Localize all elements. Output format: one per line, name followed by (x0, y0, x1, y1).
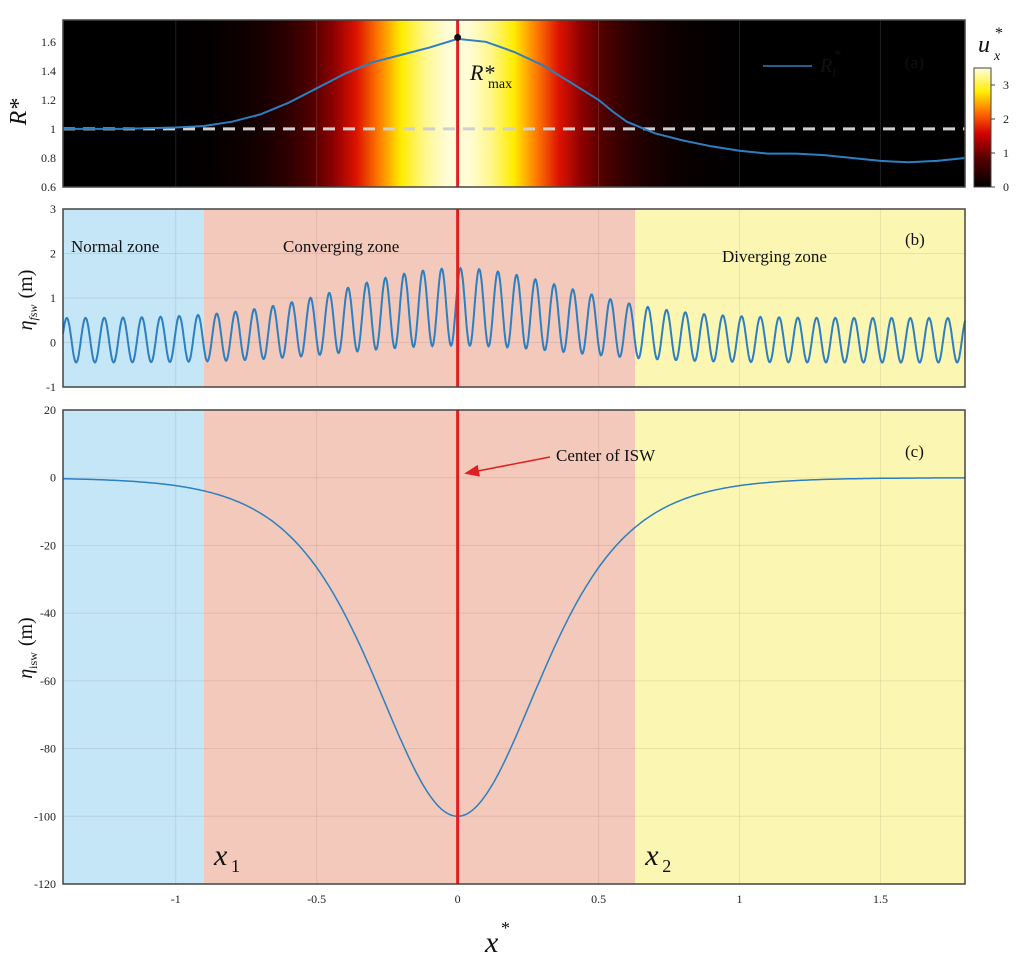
panel-a-frame (62, 19, 966, 188)
panel-b-yticks: -1 0 1 2 3 (46, 202, 56, 394)
max-marker (454, 33, 462, 41)
colorbar-tick-label: 3 (1003, 78, 1009, 92)
zone-band (203, 410, 636, 884)
panel-c-ylabel: ηisw(m) (15, 617, 40, 678)
xtick-label: -1 (171, 892, 181, 906)
zone-label-converging: Converging zone (283, 237, 399, 256)
panel-c-yticks: -120 -100 -80 -60 -40 -20 0 20 (34, 403, 56, 891)
zone-boundary-label-sub: 2 (662, 856, 671, 876)
zone-boundary-label: x (644, 839, 659, 872)
panel-a-label: (a) (905, 53, 924, 72)
zone-boundary-label: x (213, 839, 228, 872)
center-annotation: Center of ISW (556, 446, 656, 465)
ytick-label: -20 (40, 538, 56, 552)
ytick-label: 0 (50, 336, 56, 350)
ytick-label: 1.2 (41, 93, 56, 107)
x-axis-label: x (484, 926, 499, 959)
zone-band (635, 209, 965, 387)
panel-b-frame (62, 208, 966, 388)
ytick-label: 0 (50, 471, 56, 485)
colorbar: 0 1 2 3 u x * (973, 25, 1009, 194)
ytick-label: 1 (50, 122, 56, 136)
xtick-label: 0 (455, 892, 461, 906)
legend: Rl* (763, 48, 841, 80)
max-label: R* (469, 60, 494, 85)
panel-a-yticks: 0.6 0.8 1 1.2 1.4 1.6 (41, 35, 56, 194)
zone-band (63, 410, 204, 884)
series-line-isw (62, 477, 966, 818)
zone-label-normal: Normal zone (71, 237, 159, 256)
ytick-label: 1 (50, 291, 56, 305)
panel-a-ylabel: R* (6, 99, 32, 127)
xtick-label: 0.5 (591, 892, 606, 906)
colorbar-tick-label: 0 (1003, 180, 1009, 194)
xtick-label: 1 (737, 892, 743, 906)
series-line-rl (63, 37, 966, 164)
ytick-label: 1.4 (41, 64, 56, 78)
panel-b-zones (63, 209, 965, 387)
ytick-label: -60 (40, 674, 56, 688)
ytick-label: -80 (40, 742, 56, 756)
panel-b: -1 0 1 2 3 Normal zone Converging zone Diver… (15, 202, 966, 394)
ytick-label: 0.6 (41, 180, 56, 194)
ytick-label: 3 (50, 202, 56, 216)
ytick-label: 2 (50, 247, 56, 261)
colorbar-tick-label: 1 (1003, 146, 1009, 160)
zone-label-diverging: Diverging zone (722, 247, 827, 266)
panel-c-zones (63, 410, 965, 884)
colorbar-ticks: 0 1 2 3 (991, 78, 1009, 194)
panel-a-heatmap (63, 20, 965, 187)
xtick-label: 1.5 (873, 892, 888, 906)
ytick-label: -1 (46, 380, 56, 394)
panel-b-label: (b) (905, 230, 925, 249)
panel-c-xticks: -1 -0.5 0 0.5 1 1.5 (171, 892, 888, 906)
max-label-sub: max (488, 77, 512, 92)
ytick-label: -100 (34, 809, 56, 823)
panel-b-ylabel: ηfsw(m) (15, 270, 40, 331)
panel-a: 0.6 0.8 1 1.2 1.4 1.6 (a) Rl* R* max R* 0 1 2 3 … (6, 19, 1009, 194)
ytick-label: -40 (40, 606, 56, 620)
ytick-label: 0.8 (41, 151, 56, 165)
colorbar-title-sup: * (995, 25, 1003, 42)
center-arrow (464, 456, 551, 477)
ytick-label: -120 (34, 877, 56, 891)
panel-c-frame (62, 409, 966, 885)
xtick-label: -0.5 (307, 892, 326, 906)
ytick-label: 20 (44, 403, 56, 417)
x-axis-label-sup: * (501, 918, 510, 938)
legend-label: Rl* (819, 48, 841, 80)
colorbar-title-sub: x (993, 49, 1001, 64)
zone-boundary-label-sub: 1 (231, 856, 240, 876)
colorbar-bar (973, 67, 992, 188)
colorbar-tick-label: 2 (1003, 112, 1009, 126)
zone-band (635, 410, 965, 884)
colorbar-title: u (978, 32, 990, 58)
series-line-fsw (62, 266, 966, 364)
ytick-label: 1.6 (41, 35, 56, 49)
panel-c-label: (c) (905, 442, 924, 461)
panel-c: -120 -100 -80 -60 -40 -20 0 20 -1 -0.5 0 0.5 1 1.5 C… (15, 403, 966, 959)
